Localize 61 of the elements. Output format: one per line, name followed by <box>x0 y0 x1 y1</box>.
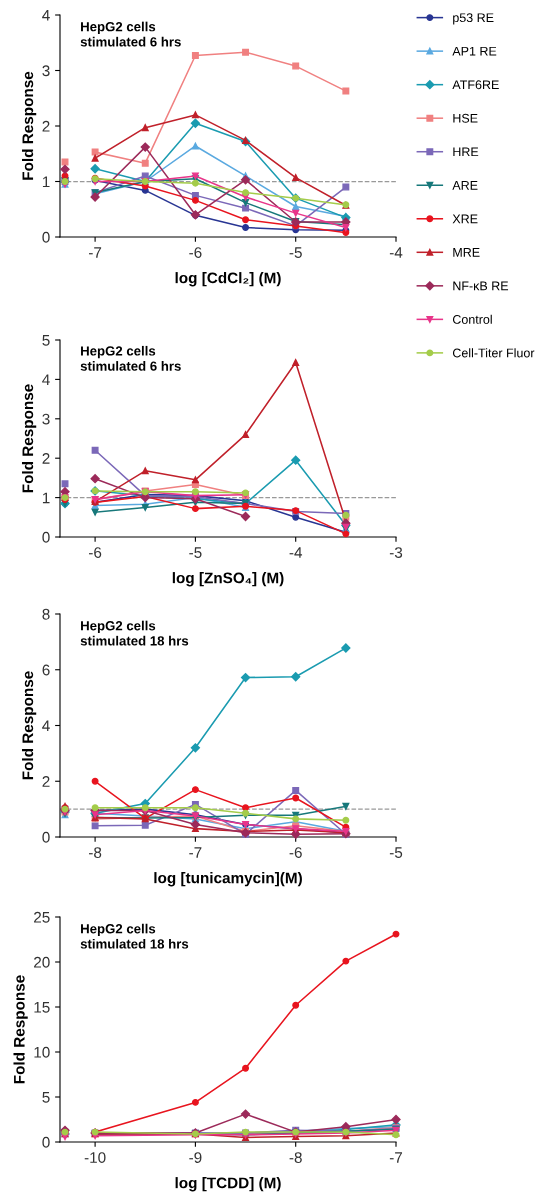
x-tick-label: -6 <box>88 547 102 558</box>
y-axis-title: Fold Response <box>13 975 28 1084</box>
y-tick-label: 10 <box>34 1046 50 1058</box>
y-tick-label: 20 <box>34 956 50 968</box>
legend-label: HRE <box>453 147 479 157</box>
x-tick-label: -7 <box>189 847 202 858</box>
y-tick-label: 3 <box>42 413 50 425</box>
legend-label: AP1 RE <box>452 46 497 56</box>
x-tick-label: -10 <box>84 1152 106 1163</box>
annotation: HepG2 cells stimulated 18 hrs <box>80 620 189 646</box>
y-tick-label: 1 <box>42 176 50 188</box>
x-tick-label: -7 <box>389 1152 403 1163</box>
y-axis-title: Fold Response <box>21 671 37 780</box>
x-axis-title: log [TCDD] (M) <box>175 1177 281 1192</box>
x-tick-label: -6 <box>189 247 202 258</box>
legend-label: Control <box>452 314 492 324</box>
x-axis-title: log [ZnSO₄] (M) <box>172 572 284 587</box>
y-tick-label: 2 <box>42 120 50 132</box>
x-tick-label: -8 <box>88 847 102 858</box>
y-tick-label: 0 <box>42 1136 50 1148</box>
annotation: HepG2 cells stimulated 6 hrs <box>80 345 181 371</box>
x-tick-label: -9 <box>189 1152 202 1163</box>
legend-label: p53 RE <box>453 13 494 25</box>
legend-label: HSE <box>453 113 478 123</box>
y-tick-label: 0 <box>42 831 50 843</box>
legend-label: NF-κB RE <box>453 281 509 291</box>
y-tick-label: 5 <box>42 335 50 346</box>
y-tick-label: 4 <box>42 720 50 732</box>
y-tick-label: 0 <box>42 531 50 543</box>
y-tick-label: 5 <box>42 1092 50 1103</box>
x-tick-label: -5 <box>289 247 302 258</box>
y-tick-label: 2 <box>42 776 50 787</box>
x-tick-label: -6 <box>289 847 302 858</box>
y-tick-label: 25 <box>34 911 50 923</box>
y-tick-label: 0 <box>42 231 50 243</box>
y-axis-title: Fold Response <box>21 71 37 180</box>
x-tick-label: -3 <box>389 547 403 558</box>
x-tick-label: -5 <box>389 847 403 858</box>
y-tick-label: 6 <box>42 664 50 676</box>
x-axis-title: log [CdCl₂] (M) <box>175 272 281 287</box>
x-tick-label: -7 <box>88 247 102 258</box>
x-tick-label: -4 <box>389 247 403 258</box>
y-tick-label: 4 <box>42 10 50 21</box>
x-axis-title: log [tunicamycin](M) <box>154 872 302 887</box>
y-axis-title: Fold Response <box>21 384 37 493</box>
y-tick-label: 8 <box>42 608 50 620</box>
y-tick-label: 1 <box>42 492 50 504</box>
legend-label: XRE <box>452 214 478 224</box>
y-tick-label: 4 <box>42 374 50 385</box>
legend-label: MRE <box>453 248 480 257</box>
y-tick-label: 15 <box>34 1002 50 1013</box>
x-tick-label: -4 <box>289 547 303 558</box>
annotation: HepG2 cells stimulated 6 hrs <box>80 21 181 47</box>
legend-label: ATF6RE <box>452 80 499 90</box>
y-tick-label: 3 <box>42 65 50 77</box>
legend-label: Cell-Titer Fluor <box>452 348 535 358</box>
y-tick-label: 2 <box>42 453 50 464</box>
legend-label: ARE <box>452 181 478 190</box>
annotation: HepG2 cells stimulated 18 hrs <box>80 923 189 949</box>
x-tick-label: -5 <box>189 547 202 558</box>
x-tick-label: -8 <box>289 1152 302 1163</box>
